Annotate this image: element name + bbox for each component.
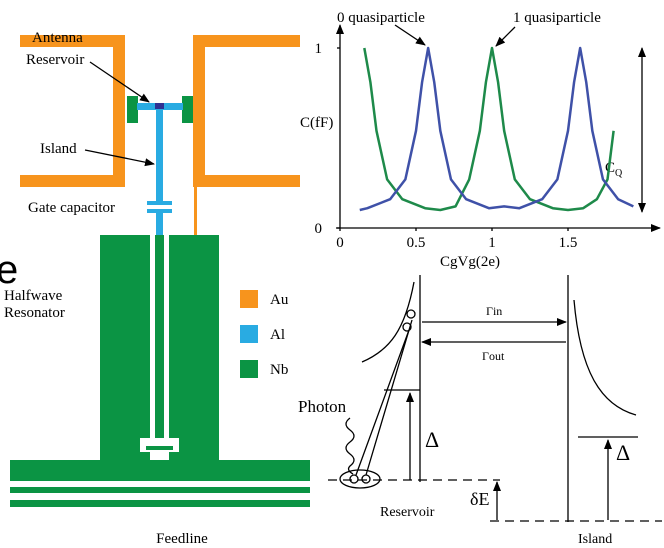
x-tick-label: 0.5: [407, 235, 426, 251]
legend-label: Au: [270, 292, 289, 308]
feedline: [10, 487, 310, 493]
x-tick-label: 1.5: [559, 235, 578, 251]
reservoir-label: Reservoir: [26, 52, 84, 68]
antenna-right: [193, 35, 300, 187]
quasiparticle: [406, 309, 416, 319]
pad-right: [182, 96, 193, 123]
feedline-label: Feedline: [156, 531, 208, 547]
energy-diagram: Γin Γout Δ δE Δ Photon Reservoir Island: [298, 275, 662, 547]
resonator-base: [10, 437, 310, 481]
resonator-left: [100, 235, 150, 461]
annotation-arrow: [495, 26, 516, 47]
x-axis-label: CgVg(2e): [440, 254, 500, 270]
y-tick-label: 1: [315, 41, 323, 57]
legend-label: Nb: [270, 362, 288, 378]
feedline: [10, 500, 310, 507]
annotation: 1 quasiparticle: [513, 10, 601, 26]
island-strip: [156, 103, 163, 202]
resonator-center: [155, 235, 164, 440]
island-arrow: [84, 149, 155, 167]
gamma-in-label: Γin: [486, 304, 502, 318]
legend-swatch: [240, 325, 258, 343]
photon-wave: [345, 417, 355, 475]
photon-label: Photon: [298, 397, 347, 416]
cooper-pair: [339, 469, 381, 489]
legend-label: Al: [270, 327, 285, 343]
resonator-right: [169, 235, 219, 461]
delta-e-label: δE: [470, 489, 489, 509]
gate-lead: [156, 213, 163, 235]
antenna-label: Antenna: [32, 30, 83, 46]
island-dos: [573, 299, 637, 416]
gap-label: Δ: [425, 427, 439, 452]
gate-plate: [147, 201, 172, 205]
gamma-out-label: Γout: [482, 349, 505, 363]
quasiparticle: [402, 322, 412, 332]
legend-swatch: [240, 290, 258, 308]
y-tick-label: 0: [315, 221, 323, 237]
pad-left: [127, 96, 138, 123]
antenna-lead: [194, 187, 197, 235]
legend-swatch: [240, 360, 258, 378]
panel-letter: e: [0, 248, 18, 292]
series-line: [363, 46, 615, 212]
reservoir-arrow: [89, 61, 150, 103]
reservoir-label: Reservoir: [380, 505, 435, 520]
gap-label: Δ: [616, 440, 630, 465]
electron: [349, 474, 359, 484]
annotation: 0 quasiparticle: [337, 10, 425, 26]
device: Antenna Reservoir Island Gate capacitor …: [0, 30, 310, 547]
reservoir-spot: [155, 103, 164, 109]
gate-capacitor-label: Gate capacitor: [28, 200, 115, 216]
excitation-path: [365, 319, 413, 476]
y-axis-label: C(fF): [300, 115, 333, 131]
series-line: [359, 46, 634, 212]
electron: [361, 474, 371, 484]
capacitance-chart: C(fF) CgVg(2e) 0 quasiparticle 1 quasipa…: [300, 10, 661, 270]
resonator-stub: [146, 446, 173, 450]
legend: Au Al Nb: [240, 290, 289, 378]
island-label: Island: [40, 141, 77, 157]
antenna-left: [20, 35, 125, 187]
x-tick-label: 1: [488, 235, 496, 251]
excitation-path: [355, 329, 410, 476]
gate-plate: [147, 209, 172, 213]
island-label: Island: [578, 532, 612, 547]
annotation-arrow: [394, 24, 426, 46]
cq-sub: Q: [615, 168, 623, 179]
x-tick-label: 0: [336, 235, 344, 251]
resonator-label: Resonator: [4, 305, 65, 321]
reservoir-dos: [361, 281, 415, 363]
resonator-label: Halfwave: [4, 288, 63, 304]
